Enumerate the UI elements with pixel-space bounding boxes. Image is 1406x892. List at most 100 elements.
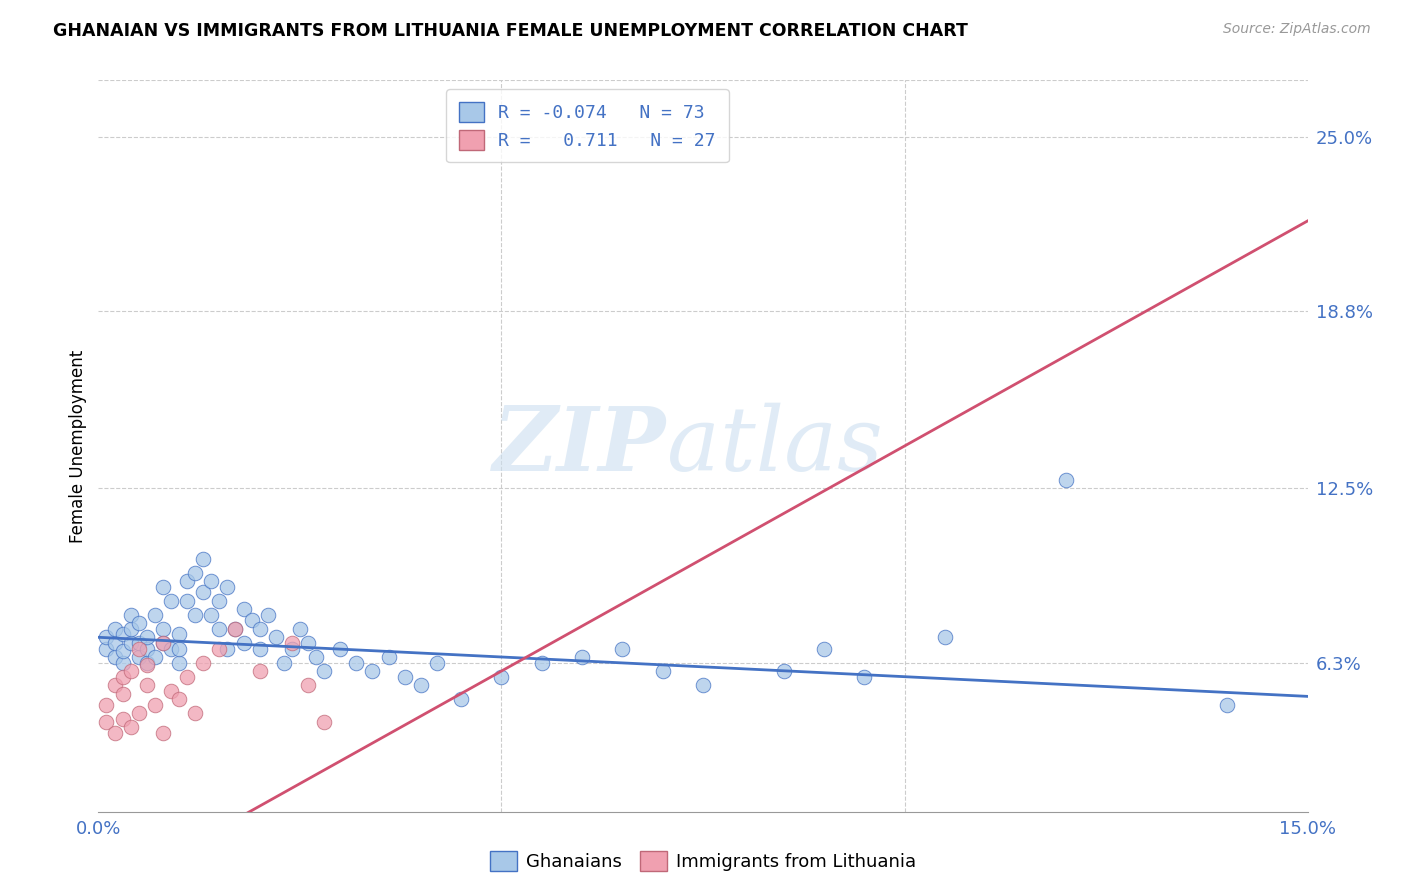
Point <box>143 650 166 665</box>
Point <box>249 622 271 636</box>
Point <box>491 670 513 684</box>
Point <box>281 636 304 650</box>
Point <box>200 574 222 588</box>
Point <box>111 687 134 701</box>
Point <box>111 627 134 641</box>
Point <box>240 614 263 628</box>
Point <box>160 683 183 698</box>
Point <box>297 678 319 692</box>
Point <box>249 664 271 678</box>
Point <box>377 650 399 665</box>
Point <box>135 658 157 673</box>
Point <box>288 622 311 636</box>
Point <box>692 678 714 692</box>
Point <box>111 656 134 670</box>
Point <box>111 670 134 684</box>
Point <box>208 641 231 656</box>
Point <box>232 602 254 616</box>
Point <box>120 720 142 734</box>
Point <box>96 641 118 656</box>
Point <box>103 650 125 665</box>
Point <box>160 641 183 656</box>
Point <box>128 616 150 631</box>
Point <box>152 580 174 594</box>
Y-axis label: Female Unemployment: Female Unemployment <box>69 350 87 542</box>
Point <box>1054 473 1077 487</box>
Point <box>128 641 150 656</box>
Point <box>772 664 794 678</box>
Point <box>96 698 118 712</box>
Point <box>135 641 157 656</box>
Legend: Ghanaians, Immigrants from Lithuania: Ghanaians, Immigrants from Lithuania <box>482 844 924 879</box>
Point <box>120 636 142 650</box>
Point <box>426 656 449 670</box>
Point <box>103 726 125 740</box>
Point <box>143 698 166 712</box>
Point <box>167 641 190 656</box>
Point <box>167 692 190 706</box>
Point <box>135 656 157 670</box>
Point <box>184 566 207 580</box>
Point <box>120 664 142 678</box>
Text: atlas: atlas <box>666 402 883 490</box>
Point <box>232 636 254 650</box>
Point <box>224 622 246 636</box>
Point <box>193 551 215 566</box>
Point <box>184 607 207 622</box>
Point <box>329 641 352 656</box>
Point <box>103 678 125 692</box>
Point <box>344 656 367 670</box>
Point <box>281 641 304 656</box>
Point <box>103 636 125 650</box>
Point <box>394 670 416 684</box>
Point <box>152 636 174 650</box>
Point <box>361 664 384 678</box>
Point <box>934 630 956 644</box>
Point <box>208 622 231 636</box>
Point <box>450 692 472 706</box>
Point <box>200 607 222 622</box>
Point <box>853 670 876 684</box>
Point <box>305 650 328 665</box>
Point <box>224 622 246 636</box>
Point <box>530 656 553 670</box>
Point <box>96 714 118 729</box>
Point <box>143 607 166 622</box>
Point <box>96 630 118 644</box>
Point <box>1216 698 1239 712</box>
Point <box>249 641 271 656</box>
Point <box>256 607 278 622</box>
Point <box>160 593 183 607</box>
Point <box>103 622 125 636</box>
Point <box>297 636 319 650</box>
Point <box>208 593 231 607</box>
Legend: R = -0.074   N = 73, R =   0.711   N = 27: R = -0.074 N = 73, R = 0.711 N = 27 <box>446 89 728 162</box>
Point <box>813 641 835 656</box>
Point <box>612 641 634 656</box>
Point <box>152 726 174 740</box>
Point <box>217 580 239 594</box>
Point <box>176 670 198 684</box>
Point <box>111 712 134 726</box>
Point <box>111 644 134 658</box>
Point <box>135 630 157 644</box>
Point <box>651 664 673 678</box>
Point <box>314 714 336 729</box>
Point <box>120 622 142 636</box>
Point <box>193 585 215 599</box>
Point <box>184 706 207 721</box>
Point <box>571 650 593 665</box>
Point <box>176 574 198 588</box>
Point <box>409 678 432 692</box>
Text: ZIP: ZIP <box>494 403 666 489</box>
Point <box>273 656 295 670</box>
Text: Source: ZipAtlas.com: Source: ZipAtlas.com <box>1223 22 1371 37</box>
Point <box>193 656 215 670</box>
Point <box>264 630 287 644</box>
Point <box>167 656 190 670</box>
Point <box>128 650 150 665</box>
Point <box>167 627 190 641</box>
Point <box>128 706 150 721</box>
Point <box>152 636 174 650</box>
Point <box>152 622 174 636</box>
